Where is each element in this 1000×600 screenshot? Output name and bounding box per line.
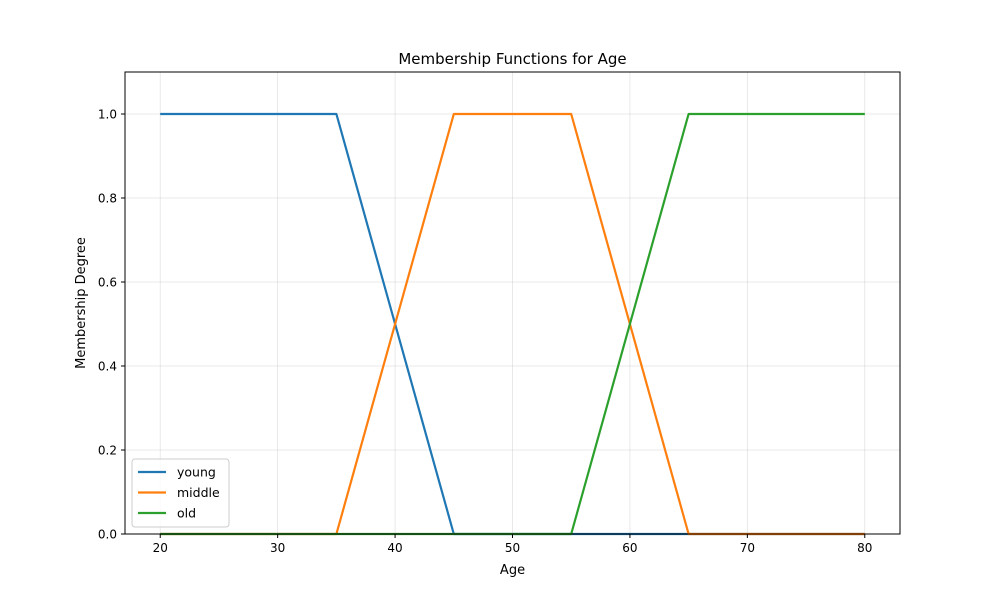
x-tick-label: 80 bbox=[857, 541, 872, 555]
y-tick-label: 0.0 bbox=[98, 528, 117, 542]
y-tick-label: 1.0 bbox=[98, 108, 117, 122]
x-tick-label: 70 bbox=[740, 541, 755, 555]
x-axis: 20 30 40 50 60 70 80 bbox=[153, 534, 872, 555]
legend-box bbox=[131, 458, 230, 528]
x-tick-label: 20 bbox=[153, 541, 168, 555]
y-axis: 0.0 0.2 0.4 0.6 0.8 1.0 bbox=[98, 108, 125, 542]
legend-label-middle: middle bbox=[177, 485, 220, 500]
legend-label-young: young bbox=[177, 465, 216, 480]
x-tick-label: 30 bbox=[270, 541, 285, 555]
y-tick-label: 0.2 bbox=[98, 444, 117, 458]
x-tick-label: 40 bbox=[387, 541, 402, 555]
x-axis-label: Age bbox=[500, 563, 525, 578]
x-tick-label: 50 bbox=[505, 541, 520, 555]
y-axis-label: Membership Degree bbox=[74, 237, 89, 369]
y-tick-label: 0.6 bbox=[98, 276, 117, 290]
y-tick-label: 0.8 bbox=[98, 192, 117, 206]
y-tick-label: 0.4 bbox=[98, 360, 117, 374]
legend: young middle old bbox=[131, 458, 230, 528]
legend-label-old: old bbox=[177, 506, 196, 521]
x-tick-label: 60 bbox=[622, 541, 637, 555]
chart-title: Membership Functions for Age bbox=[398, 50, 626, 68]
